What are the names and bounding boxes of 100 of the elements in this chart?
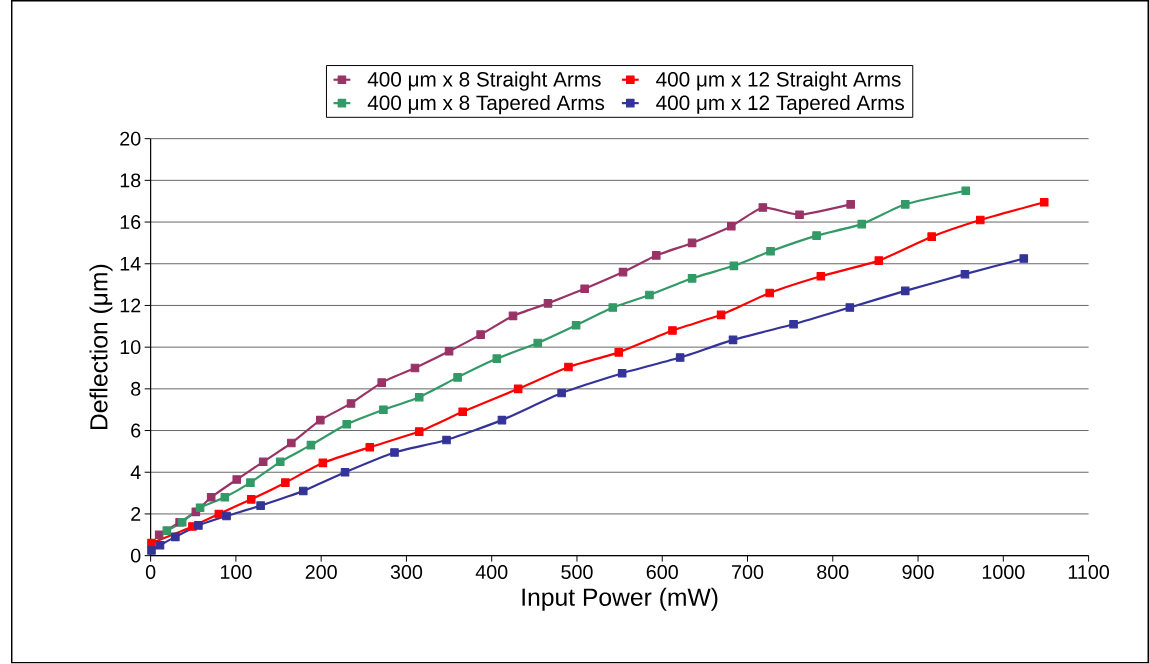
point — [258, 457, 268, 467]
point — [728, 335, 738, 345]
point — [171, 532, 180, 542]
y-tick-label: 16 — [120, 215, 141, 230]
point — [687, 274, 697, 283]
point — [668, 326, 677, 335]
point — [508, 311, 518, 321]
point — [564, 362, 573, 372]
point — [453, 373, 462, 382]
point — [444, 347, 454, 356]
point — [571, 321, 581, 330]
y-tick-label: 8 — [131, 382, 141, 397]
x-tick-label: 200 — [305, 565, 337, 580]
point — [442, 435, 451, 445]
legend-label: 400 μm x 12 Tapered Arms — [656, 95, 905, 115]
point — [960, 270, 970, 279]
y-tick-label: 0 — [131, 548, 141, 563]
point — [220, 493, 230, 502]
point — [458, 407, 468, 417]
point — [557, 388, 566, 398]
x-tick-label: 0 — [145, 565, 156, 580]
point — [390, 448, 399, 457]
point — [492, 354, 502, 364]
x-axis-title: Input Power (mW) — [522, 588, 718, 611]
point — [846, 200, 855, 209]
legend-label: 400 μm x 8 Straight Arms — [367, 71, 601, 91]
point — [675, 353, 685, 363]
point — [543, 299, 553, 308]
point — [614, 348, 624, 357]
point — [306, 441, 316, 450]
point — [927, 232, 936, 242]
y-axis-title: Deflection (μm) — [89, 265, 113, 430]
point — [194, 521, 203, 530]
point — [365, 443, 375, 452]
y-tick-label: 20 — [120, 131, 141, 146]
point — [789, 320, 798, 329]
point — [155, 541, 165, 550]
y-tick-label: 4 — [130, 465, 141, 480]
point — [900, 200, 910, 209]
point — [275, 457, 285, 467]
point — [874, 256, 884, 266]
point — [795, 210, 804, 220]
point — [513, 384, 523, 394]
point — [414, 427, 424, 437]
x-tick-label: 1100 — [1068, 565, 1110, 580]
point — [195, 503, 205, 513]
x-tick-label: 400 — [475, 565, 508, 580]
y-tick-label: 6 — [131, 423, 141, 438]
point — [812, 231, 821, 241]
point — [1019, 254, 1029, 264]
point — [476, 330, 485, 340]
x-tick-label: 600 — [646, 565, 678, 580]
y-tick-label: 12 — [120, 298, 141, 313]
point — [758, 203, 768, 212]
legend-label: 400 μm x 8 Tapered Arms — [367, 95, 605, 115]
point — [246, 478, 255, 488]
point — [162, 526, 172, 536]
point — [1039, 198, 1049, 207]
point — [281, 478, 290, 488]
x-tick-label: 1000 — [982, 565, 1025, 580]
x-tick-label: 100 — [220, 565, 252, 580]
point — [845, 303, 855, 313]
y-tick-label: 2 — [131, 507, 141, 522]
point — [316, 416, 325, 425]
y-tick-label: 10 — [120, 340, 141, 355]
point — [580, 284, 589, 294]
point — [727, 222, 736, 231]
point — [377, 378, 387, 388]
point — [816, 272, 826, 281]
point — [900, 286, 910, 296]
x-tick-label: 700 — [732, 565, 764, 580]
point — [857, 220, 867, 229]
y-tick-label: 18 — [120, 173, 141, 188]
point — [651, 251, 661, 260]
point — [154, 530, 164, 540]
point — [147, 546, 156, 555]
point — [287, 438, 296, 448]
x-tick-label: 900 — [902, 565, 934, 580]
x-tick-label: 300 — [390, 565, 423, 580]
legend-label: 400 μm x 12 Straight Arms — [656, 71, 901, 91]
x-tick-label: 500 — [561, 565, 593, 580]
point — [414, 393, 424, 402]
point — [961, 186, 971, 196]
point — [318, 458, 328, 468]
point — [765, 288, 774, 298]
point — [766, 247, 775, 256]
point — [256, 501, 265, 511]
point — [214, 509, 224, 519]
point — [246, 495, 256, 504]
point — [608, 303, 618, 313]
point — [298, 486, 308, 496]
point — [340, 468, 350, 477]
point — [716, 310, 726, 320]
point — [533, 338, 543, 348]
point — [232, 475, 242, 485]
point — [379, 405, 388, 415]
point — [617, 369, 627, 378]
point — [342, 420, 352, 429]
point — [346, 399, 356, 408]
point — [497, 416, 507, 425]
